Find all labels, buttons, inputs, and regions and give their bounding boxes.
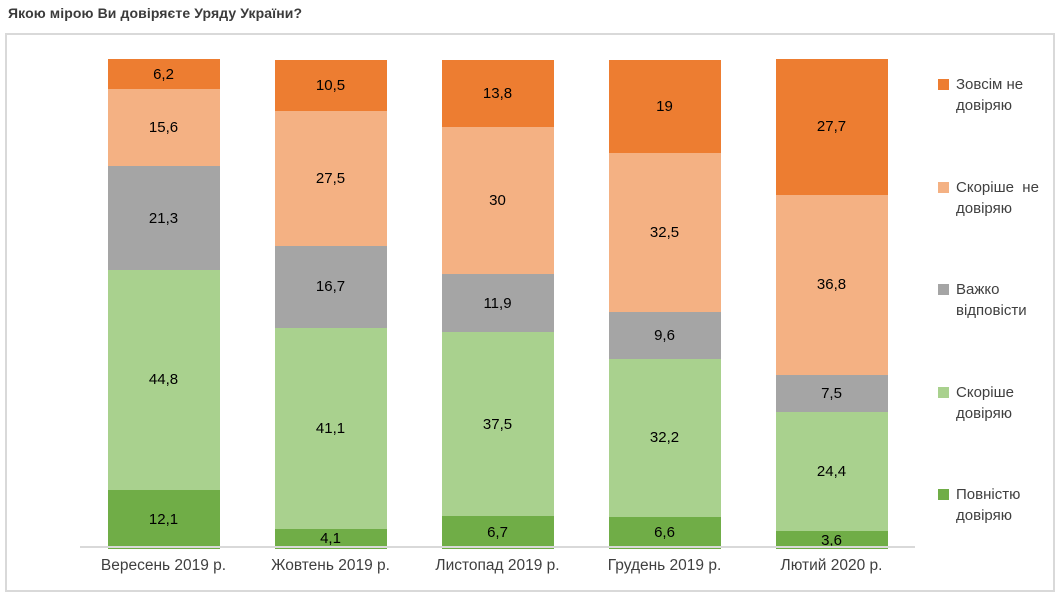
bar-segment-label: 15,6 [148,119,179,137]
bar-column: 3,6 24,4 7,5 36,8 27,7 [775,59,888,549]
bar-segment: 13,8 [441,59,554,128]
legend-swatch [938,79,949,90]
bar-segment-label: 32,2 [649,429,680,447]
bar-segment: 19 [608,59,721,153]
bar-slot: 3,6 24,4 7,5 36,8 27,7 [748,2,915,549]
bar-slot: 6,6 32,2 9,6 32,5 19 [581,2,748,549]
bar-segment: 27,5 [274,110,387,246]
bar-slot: 4,1 41,1 16,7 27,5 10,5 [247,2,414,549]
bar-segment: 11,9 [441,274,554,333]
bar-segment-label: 6,7 [487,524,508,542]
bar-segment: 32,5 [608,152,721,312]
legend-item: Повністю довіряю [938,484,1055,526]
bar-segment: 4,1 [274,528,387,549]
bar-segment: 6,7 [441,516,554,549]
bar-segment-label: 27,5 [315,169,346,187]
legend: Зовсім не довіряю Скоріше не довіряю Важко… [938,35,1053,594]
chart-frame: 12,1 44,8 21,3 15,6 6,2 4,1 41,1 16,7 27,5 10,5 6,… [5,33,1055,592]
bar-segment-label: 6,2 [153,65,174,83]
page-title: Якою мірою Ви довіряєте Уряду України? [8,5,303,21]
category-axis: Вересень 2019 р. Жовтень 2019 р. Листопад … [80,557,915,575]
category-label: Грудень 2019 р. [607,557,722,574]
bar-segment-label: 3,6 [821,531,842,549]
bar-segment-label: 6,6 [654,524,675,542]
bar-column: 4,1 41,1 16,7 27,5 10,5 [274,59,387,549]
legend-swatch [938,386,949,398]
bar-segment-label: 44,8 [148,371,179,389]
bar-segment: 21,3 [107,165,220,271]
bar-segment: 32,2 [608,358,721,517]
legend-swatch [938,284,949,295]
bar-segment-label: 41,1 [315,419,346,437]
bar-column: 12,1 44,8 21,3 15,6 6,2 [107,59,220,549]
legend-swatch [938,181,949,193]
bar-segment-label: 11,9 [483,294,512,312]
category-label: Листопад 2019 р. [435,557,560,574]
legend-label: Скоріше довіряю [956,383,1019,422]
bar-segment: 12,1 [107,489,220,549]
bar-segment-label: 12,1 [148,510,179,528]
category-label: Жовтень 2019 р. [271,557,390,574]
bar-segment-label: 32,5 [649,223,680,241]
x-axis-line [80,546,915,548]
bar-segment: 9,6 [608,311,721,359]
bar-segment-label: 7,5 [821,384,842,402]
legend-label: Важко відповісти [956,281,1027,319]
bar-segment-label: 19 [656,97,673,115]
bar-column: 6,7 37,5 11,9 30 13,8 [441,59,554,549]
legend-item: Скоріше не довіряю [938,177,1055,219]
legend-label: Зовсім не довіряю [956,76,1028,114]
bar-segment-label: 36,8 [816,276,847,294]
legend-item: Зовсім не довіряю [938,74,1055,116]
bar-segment: 6,6 [608,516,721,549]
legend-item: Скоріше довіряю [938,382,1055,424]
bar-segment: 27,7 [775,59,888,195]
bar-segment: 30 [441,127,554,275]
legend-item: Важко відповісти [938,279,1055,321]
bar-segment: 44,8 [107,270,220,490]
bar-segment: 36,8 [775,194,888,376]
bar-segment-label: 21,3 [148,209,179,227]
bar-segment-label: 10,5 [315,76,346,94]
bar-segment: 15,6 [107,89,220,166]
bar-slot: 6,7 37,5 11,9 30 13,8 [414,2,581,549]
bar-segment: 37,5 [441,332,554,517]
legend-label: Скоріше не довіряю [956,178,1044,217]
bar-segment: 7,5 [775,375,888,412]
legend-swatch [938,489,949,500]
plot-area: 12,1 44,8 21,3 15,6 6,2 4,1 41,1 16,7 27,5 10,5 6,… [80,2,915,549]
bar-segment: 3,6 [775,531,888,549]
bar-segment-label: 13,8 [482,84,513,102]
bar-segment-label: 9,6 [654,326,675,344]
bar-segment: 16,7 [274,245,387,328]
bar-segment-label: 27,7 [816,118,847,136]
category-label: Вересень 2019 р. [100,557,227,574]
bar-segment-label: 4,1 [320,530,341,548]
legend-label: Повністю довіряю [956,486,1025,524]
bar-segment-label: 24,4 [816,463,847,481]
category-label: Лютий 2020 р. [780,557,883,574]
bar-segment: 41,1 [274,327,387,529]
bar-segment: 6,2 [107,59,220,90]
bar-segment: 24,4 [775,411,888,532]
bar-column: 6,6 32,2 9,6 32,5 19 [608,59,721,549]
bar-segment-label: 37,5 [482,415,513,433]
bar-segment-label: 16,7 [315,278,346,296]
bar-segment-label: 30 [489,192,506,210]
bar-segment: 10,5 [274,59,387,111]
bar-slot: 12,1 44,8 21,3 15,6 6,2 [80,2,247,549]
